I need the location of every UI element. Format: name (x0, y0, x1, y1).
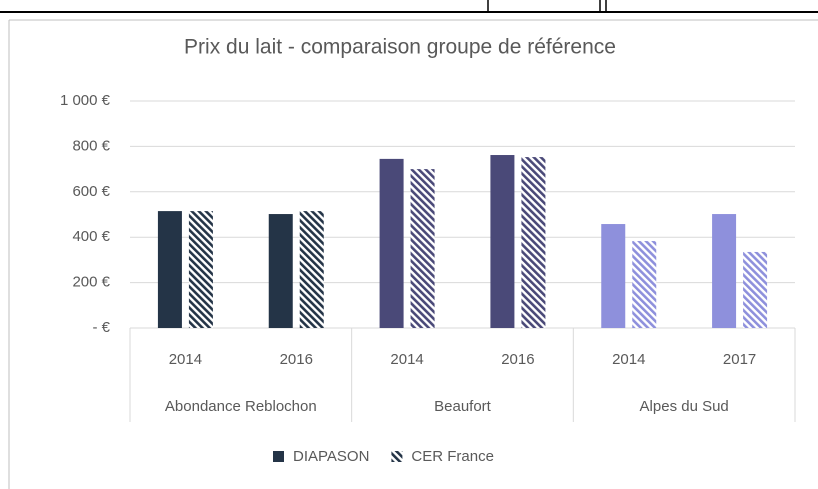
bar (712, 214, 737, 328)
bar (521, 157, 546, 328)
bar (379, 158, 404, 328)
bar (601, 224, 626, 328)
y-tick-label: 800 € (72, 137, 110, 154)
y-tick-label: - € (92, 319, 110, 336)
x-tick-label: 2016 (501, 351, 534, 368)
x-tick-label: 2014 (612, 351, 645, 368)
x-tick-label: 2017 (723, 351, 756, 368)
x-tick-label: 2014 (390, 351, 423, 368)
group-label: Beaufort (434, 398, 492, 415)
legend-label: CER France (411, 448, 494, 465)
group-label: Alpes du Sud (640, 398, 729, 415)
chart-title: Prix du lait - comparaison groupe de réf… (184, 36, 616, 59)
group-label: Abondance Reblochon (165, 398, 317, 415)
y-tick-label: 400 € (72, 228, 110, 245)
y-tick-label: 600 € (72, 183, 110, 200)
x-tick-label: 2016 (280, 351, 313, 368)
legend-swatch (273, 451, 284, 462)
bar (632, 241, 657, 328)
legend-label: DIAPASON (293, 448, 369, 465)
bar (743, 251, 768, 328)
x-tick-label: 2014 (169, 351, 202, 368)
bar (410, 169, 435, 328)
bar (188, 211, 213, 328)
legend-swatch (391, 451, 403, 462)
bar (268, 214, 293, 328)
y-tick-label: 200 € (72, 274, 110, 291)
bar (299, 211, 324, 328)
y-tick-label: 1 000 € (60, 92, 111, 109)
bar (490, 155, 515, 328)
bar (157, 211, 182, 328)
